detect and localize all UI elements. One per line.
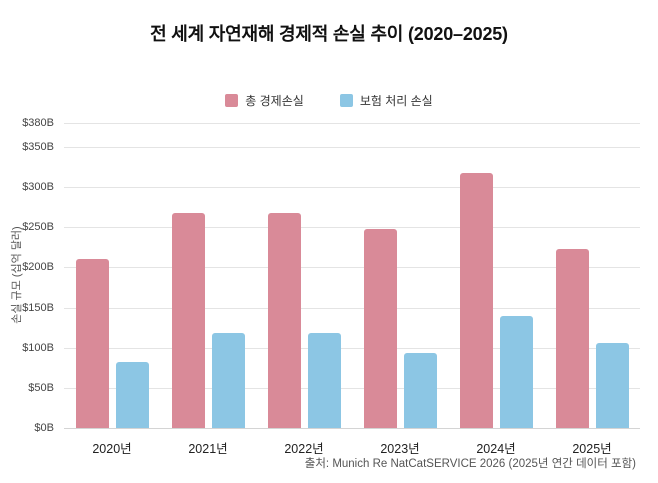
bar-group: 2023년 [363,123,437,456]
legend-label: 보험 처리 손실 [359,94,433,108]
legend-swatch-total [225,94,239,107]
bar-total [171,212,205,428]
bar-total [555,249,589,428]
x-axis-label: 2024년 [476,442,516,456]
plot-area: $0B $50B $100B $150B $200B $250B $300B $350B $38… [22,117,640,456]
y-tick-label: $100B [22,341,54,354]
gridline [64,307,640,309]
bar-insured [499,316,533,428]
bar-insured [211,332,245,428]
bar-insured [115,362,149,428]
gridline [64,187,640,189]
bar-total [459,172,493,428]
gridline [64,347,640,349]
gridline [64,123,640,124]
legend-item-total: 총 경제손실 [225,92,304,109]
gridline [64,428,640,429]
y-tick-label: $380B [22,117,54,129]
chart-area: 손실 규모 (십억 달러) $0B $50B $100B $150B $200B $250… [0,117,658,469]
y-tick-label: $50B [28,381,54,394]
bar-group: 2020년 [75,123,149,456]
bar-insured [595,342,629,428]
gridline [64,147,640,149]
bar-group: 2024년 [459,123,533,456]
x-axis-label: 2022년 [284,442,324,456]
gridline [64,267,640,269]
bar-group: 2022년 [267,123,341,456]
bar-total [75,259,109,428]
bar-insured [403,352,437,428]
bar-group: 2021년 [171,123,245,456]
x-axis-label: 2025년 [572,442,612,456]
source-caption: 출처: Munich Re NatCatSERVICE 2026 (2025년 … [304,458,636,470]
y-tick-label: $300B [22,181,54,194]
legend-label: 총 경제손실 [245,94,304,108]
legend-item-insured: 보험 처리 손실 [339,92,433,109]
y-tick-label: $150B [22,301,54,314]
x-axis-label: 2023년 [380,442,420,456]
bar-total [363,228,397,428]
y-tick-label: $350B [22,141,54,154]
bar-insured [307,332,341,428]
bar-groups: 2020년 2021년 2022년 2023년 2024년 2025년 [64,123,640,456]
bar-total [267,212,301,428]
x-axis-label: 2020년 [92,442,132,456]
legend: 총 경제손실 보험 처리 손실 [0,92,658,109]
y-tick-label: $250B [22,221,54,234]
y-tick-label: $200B [22,261,54,274]
bar-group: 2025년 [555,123,629,456]
x-axis-label: 2021년 [188,442,228,456]
y-tick-label: $0B [34,422,54,434]
gridline [64,387,640,389]
gridline [64,227,640,229]
legend-swatch-insured [339,94,353,107]
chart-title: 전 세계 자연재해 경제적 손실 추이 (2020–2025) [150,24,508,44]
